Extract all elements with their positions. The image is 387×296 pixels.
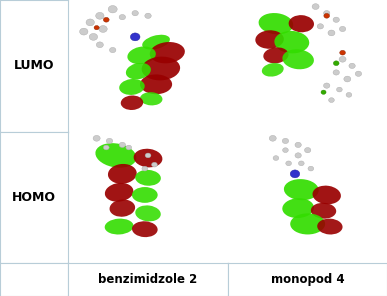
Ellipse shape [142, 57, 180, 81]
Ellipse shape [317, 219, 342, 234]
Circle shape [355, 71, 361, 76]
Text: HOMO: HOMO [12, 191, 56, 204]
Ellipse shape [134, 149, 163, 167]
Ellipse shape [127, 46, 156, 64]
Circle shape [321, 90, 326, 94]
Circle shape [99, 25, 107, 32]
Circle shape [119, 15, 125, 20]
Circle shape [89, 33, 98, 40]
Circle shape [337, 87, 342, 92]
Ellipse shape [105, 219, 134, 234]
Circle shape [349, 63, 355, 68]
Ellipse shape [282, 198, 314, 218]
Circle shape [93, 135, 100, 141]
Ellipse shape [126, 63, 151, 79]
Ellipse shape [121, 96, 143, 110]
Circle shape [103, 17, 109, 22]
Ellipse shape [140, 74, 172, 94]
Circle shape [132, 11, 139, 16]
Circle shape [106, 138, 113, 144]
Text: monopod 4: monopod 4 [271, 273, 344, 286]
Ellipse shape [95, 143, 137, 168]
Circle shape [126, 145, 132, 150]
Ellipse shape [274, 31, 309, 53]
Circle shape [86, 19, 94, 26]
Ellipse shape [132, 187, 158, 203]
Ellipse shape [135, 170, 161, 186]
Circle shape [119, 142, 125, 147]
Circle shape [273, 156, 279, 160]
Circle shape [80, 28, 88, 35]
Circle shape [308, 166, 314, 171]
Ellipse shape [313, 186, 341, 204]
Ellipse shape [142, 35, 170, 49]
Ellipse shape [259, 13, 293, 34]
Circle shape [108, 6, 117, 13]
Circle shape [324, 83, 330, 88]
Text: benzimidzole 2: benzimidzole 2 [98, 273, 198, 286]
Circle shape [317, 24, 324, 29]
Circle shape [152, 162, 158, 167]
Ellipse shape [119, 79, 145, 95]
Circle shape [96, 42, 103, 48]
Circle shape [305, 147, 311, 153]
Circle shape [340, 50, 346, 55]
Circle shape [286, 161, 291, 166]
Ellipse shape [132, 221, 158, 237]
Ellipse shape [311, 203, 336, 219]
Circle shape [96, 12, 104, 19]
Ellipse shape [105, 183, 134, 202]
Ellipse shape [290, 213, 325, 234]
Ellipse shape [108, 164, 137, 184]
Ellipse shape [135, 205, 161, 221]
Circle shape [344, 76, 351, 82]
Circle shape [346, 92, 352, 97]
Circle shape [283, 148, 288, 152]
Circle shape [290, 170, 300, 178]
Circle shape [145, 13, 151, 18]
Circle shape [328, 30, 335, 36]
Circle shape [282, 138, 289, 144]
Circle shape [103, 145, 109, 150]
Circle shape [339, 26, 346, 32]
Circle shape [324, 13, 330, 18]
Ellipse shape [263, 47, 289, 63]
Circle shape [295, 142, 301, 147]
Ellipse shape [255, 30, 284, 49]
Ellipse shape [150, 42, 185, 63]
Circle shape [339, 56, 346, 62]
Circle shape [145, 153, 151, 158]
Circle shape [329, 98, 334, 102]
Circle shape [324, 11, 330, 16]
Ellipse shape [284, 179, 319, 200]
Circle shape [312, 4, 319, 9]
Ellipse shape [289, 15, 314, 32]
Circle shape [295, 153, 301, 158]
Ellipse shape [140, 92, 163, 105]
Ellipse shape [110, 200, 135, 217]
Circle shape [130, 33, 140, 41]
Text: LUMO: LUMO [14, 59, 54, 72]
Circle shape [298, 161, 304, 166]
Circle shape [94, 25, 99, 30]
Ellipse shape [283, 49, 314, 69]
Circle shape [110, 47, 116, 53]
Ellipse shape [262, 63, 284, 77]
Circle shape [142, 166, 148, 171]
Circle shape [333, 70, 339, 75]
Circle shape [333, 61, 339, 66]
Circle shape [333, 17, 339, 22]
Circle shape [269, 135, 276, 141]
